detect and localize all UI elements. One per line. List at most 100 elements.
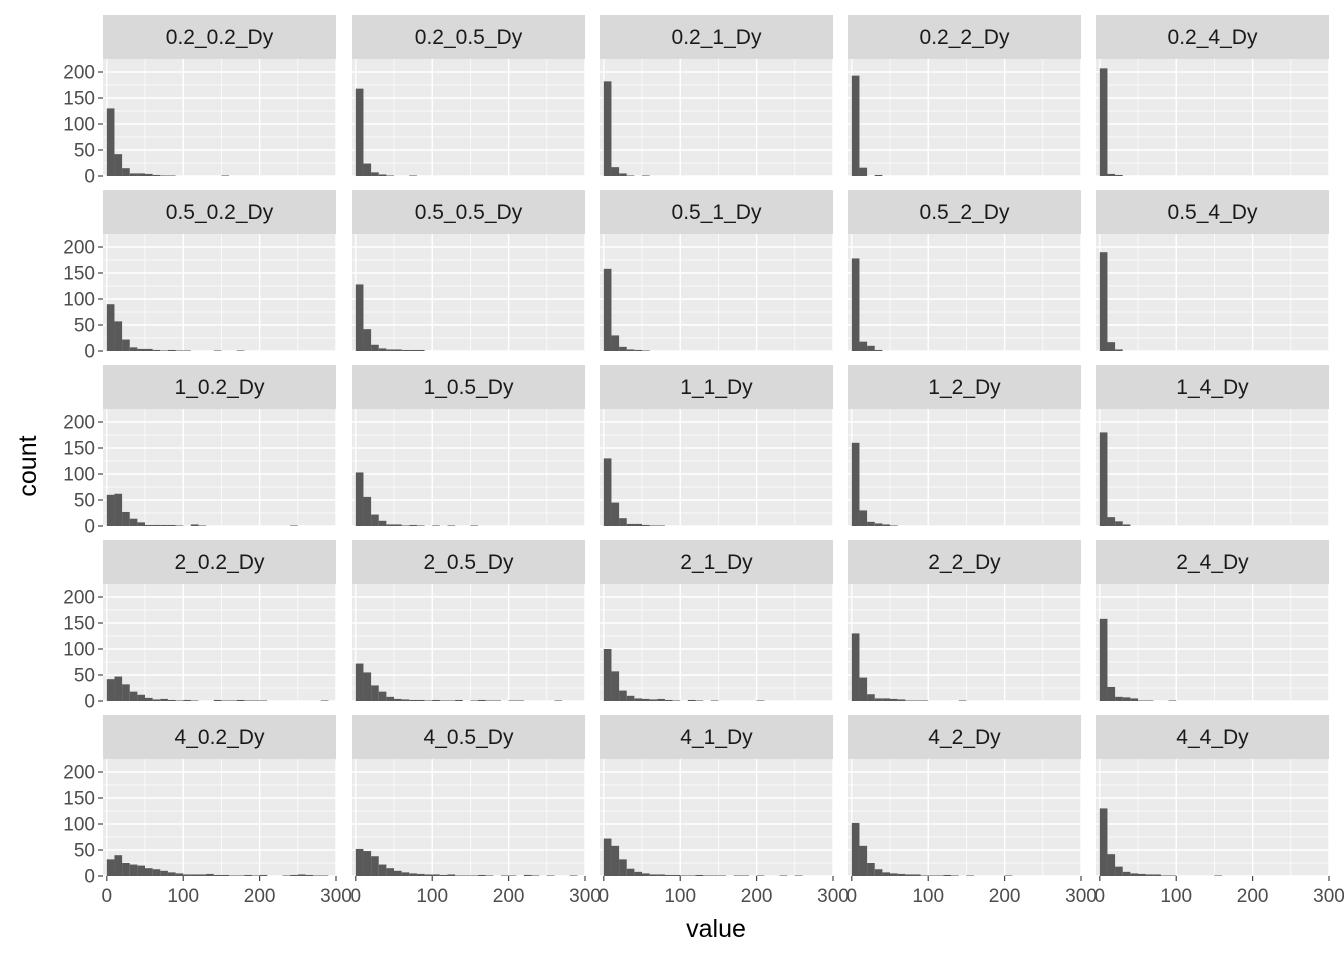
histogram-bar (106, 679, 115, 701)
facet-strip (848, 365, 1081, 409)
histogram-bar (378, 348, 387, 351)
facet-panel: 1_2_Dy (848, 365, 1082, 527)
histogram-bar (447, 525, 456, 526)
histogram-bar (221, 874, 230, 876)
histogram-bar (462, 875, 471, 876)
y-tick-label: 200 (63, 763, 95, 784)
histogram-bar (251, 700, 260, 701)
histogram-bar (229, 875, 237, 876)
y-tick-label: 50 (74, 141, 95, 162)
x-tick-label: 200 (244, 886, 276, 907)
facet-strip (848, 715, 1081, 759)
panel-background (848, 59, 1081, 176)
histogram-bar (129, 691, 138, 701)
histogram-bar (386, 349, 395, 351)
histogram-bar (409, 699, 417, 701)
facet-strip-label: 4_4_Dy (1176, 726, 1249, 749)
histogram-bar (1099, 252, 1108, 351)
histogram-bar (432, 525, 440, 526)
histogram-bar (611, 335, 620, 351)
histogram-bar (470, 525, 479, 526)
histogram-bar (221, 700, 230, 701)
facet-panel: 0.2_4_Dy (1096, 15, 1330, 177)
histogram-bar (363, 496, 372, 526)
facet-panel: 0.5_0.5_Dy (352, 190, 586, 352)
y-tick-label: 200 (63, 63, 95, 84)
histogram-bar (401, 872, 410, 876)
histogram-bar (859, 167, 868, 176)
histogram-bar (741, 875, 749, 876)
histogram-bar (890, 698, 898, 701)
histogram-bar (378, 174, 387, 176)
histogram-bar (114, 493, 123, 526)
histogram-bar (114, 154, 123, 176)
facet-strip (1096, 15, 1329, 59)
y-tick-label: 0 (84, 342, 95, 363)
histogram-bar (167, 175, 176, 176)
histogram-bar (394, 698, 402, 701)
histogram-bar (874, 869, 883, 876)
histogram-bar (371, 344, 379, 351)
facet-strip-label: 2_2_Dy (928, 551, 1001, 574)
histogram-bar (106, 304, 115, 351)
histogram-bar (386, 524, 395, 526)
facet-strip (352, 715, 585, 759)
histogram-bar (114, 855, 123, 876)
facet-strip-label: 0.5_0.2_Dy (166, 201, 274, 224)
panel-background (103, 59, 336, 176)
facet-strip-label: 0.5_2_Dy (920, 201, 1010, 224)
histogram-bar (603, 458, 612, 526)
facet-strip (1096, 190, 1329, 234)
histogram-bar (213, 874, 222, 876)
histogram-bar (718, 875, 727, 876)
facet-strip-label: 0.2_2_Dy (920, 26, 1010, 49)
panel-background (848, 759, 1081, 876)
histogram-bar (626, 868, 635, 876)
panel-background (600, 409, 833, 526)
histogram-bar (152, 699, 161, 701)
histogram-bar (470, 875, 479, 876)
histogram-bar (122, 684, 130, 701)
histogram-bar (320, 875, 329, 876)
histogram-bar (603, 649, 612, 701)
histogram-bar (236, 699, 245, 701)
histogram-bar (371, 514, 379, 526)
facet-panel: 1_1_Dy (600, 365, 834, 527)
histogram-bar (851, 633, 860, 701)
histogram-bar (508, 700, 517, 701)
facet-strip-label: 0.5_4_Dy (1168, 201, 1258, 224)
histogram-bar (363, 163, 372, 176)
histogram-bar (290, 525, 298, 526)
histogram-bar (114, 321, 123, 351)
y-tick-label: 200 (63, 413, 95, 434)
histogram-bar (198, 525, 207, 526)
histogram-bar (137, 348, 146, 351)
histogram-bar (221, 175, 230, 176)
histogram-bar (114, 676, 123, 701)
histogram-bar (183, 874, 191, 876)
x-tick-label: 100 (1160, 886, 1192, 907)
histogram-bar (478, 874, 486, 876)
histogram-bar (603, 81, 612, 176)
histogram-bar (508, 875, 517, 876)
facet-strip-label: 4_2_Dy (928, 726, 1001, 749)
panel-background (1096, 584, 1329, 701)
facet-strip (600, 540, 833, 584)
panel-background (1096, 59, 1329, 176)
histogram-bar (1115, 349, 1123, 351)
facet-panel: 0.2_1_Dy (600, 15, 834, 177)
facet-strip (600, 715, 833, 759)
y-tick-label: 150 (63, 439, 95, 460)
histogram-bar (1115, 174, 1123, 176)
histogram-bar (106, 108, 115, 176)
histogram-bar (485, 875, 494, 876)
histogram-bar (455, 699, 463, 701)
histogram-bar (672, 700, 681, 701)
histogram-bar (416, 525, 425, 526)
histogram-bar (394, 524, 402, 526)
histogram-bar (160, 524, 168, 526)
x-tick-label: 100 (416, 886, 448, 907)
histogram-bar (355, 284, 364, 351)
histogram-bar (371, 856, 379, 876)
panel-background (600, 759, 833, 876)
